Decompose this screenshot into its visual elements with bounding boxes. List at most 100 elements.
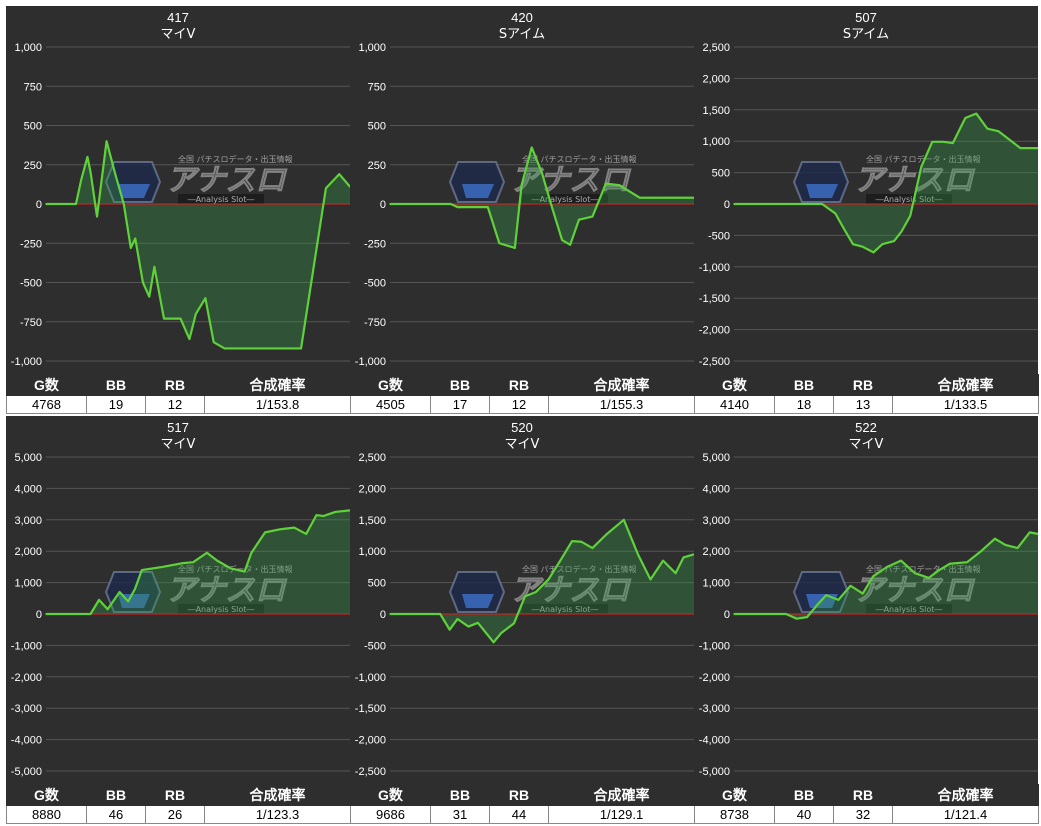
data-point bbox=[467, 625, 470, 628]
data-point bbox=[416, 203, 418, 205]
y-tick-label: 1,000 bbox=[702, 136, 730, 148]
rb-value: 12 bbox=[489, 395, 549, 414]
y-tick-label: -1,000 bbox=[355, 356, 386, 368]
rb-value: 32 bbox=[833, 805, 893, 824]
data-point bbox=[305, 533, 307, 535]
header-bb: BB bbox=[86, 374, 146, 396]
data-point bbox=[928, 577, 930, 579]
series-area bbox=[46, 510, 350, 614]
data-point bbox=[325, 187, 327, 190]
data-point bbox=[334, 511, 337, 513]
y-tick-label: -2,500 bbox=[699, 356, 730, 368]
watermark-brand: アナスロ bbox=[854, 163, 975, 198]
chart-svg: 517 マイV 5,000 4,000 3,000 2,000 1,000 0 -1,000 -2… bbox=[11, 420, 350, 778]
data-point bbox=[1037, 147, 1038, 149]
data-point bbox=[264, 531, 266, 534]
data-point bbox=[682, 556, 685, 559]
data-point bbox=[952, 142, 954, 144]
machine-number: 522 bbox=[855, 420, 877, 435]
data-point bbox=[605, 533, 608, 536]
data-point bbox=[250, 551, 253, 554]
y-tick-label: -500 bbox=[20, 278, 42, 290]
games-value: 4768 bbox=[6, 395, 87, 414]
data-point bbox=[291, 347, 293, 350]
data-point bbox=[784, 203, 787, 205]
header-games: G数 bbox=[6, 374, 87, 396]
y-tick-label: -3,000 bbox=[11, 703, 42, 715]
data-point bbox=[448, 628, 451, 631]
logo-facet bbox=[462, 184, 494, 198]
y-tick-label: 3,000 bbox=[14, 515, 42, 527]
y-tick-label: -2,000 bbox=[355, 735, 386, 747]
games-value: 8880 bbox=[6, 805, 87, 824]
data-point bbox=[843, 228, 845, 230]
data-point bbox=[547, 578, 550, 581]
y-tick-label: 250 bbox=[24, 160, 42, 172]
rate-value: 1/129.1 bbox=[548, 805, 695, 824]
y-tick-label: -750 bbox=[364, 317, 386, 329]
data-point bbox=[849, 584, 852, 587]
data-point bbox=[192, 561, 195, 563]
data-point bbox=[591, 215, 594, 218]
watermark-brand: アナスロ bbox=[166, 163, 287, 198]
data-point bbox=[693, 553, 694, 556]
series-line bbox=[734, 531, 1038, 620]
data-point bbox=[942, 141, 945, 143]
stats-table: G数 BB RB 合成確率 9686 31 44 1/129.1 bbox=[350, 784, 695, 824]
y-tick-label: 1,000 bbox=[358, 42, 386, 54]
y-tick-label: 1,000 bbox=[14, 578, 42, 590]
rate-value: 1/155.3 bbox=[548, 395, 695, 414]
rb-value: 12 bbox=[145, 395, 205, 414]
watermark-tagline: 全国 パチスロデータ・出玉情報 bbox=[522, 154, 637, 164]
header-bb: BB bbox=[430, 784, 490, 806]
chart-area: 522 マイV 5,000 4,000 3,000 2,000 1,000 0 -1,000 -2… bbox=[694, 416, 1038, 784]
rate-value: 1/121.4 bbox=[892, 805, 1039, 824]
series-points bbox=[45, 140, 350, 350]
data-point bbox=[649, 578, 652, 581]
y-tick-label: 0 bbox=[724, 199, 730, 211]
data-point bbox=[129, 247, 132, 249]
data-point bbox=[72, 613, 75, 615]
data-point bbox=[825, 594, 827, 596]
y-tick-label: -1,500 bbox=[699, 293, 730, 305]
data-point bbox=[872, 251, 875, 254]
rate-value: 1/123.3 bbox=[204, 805, 351, 824]
data-point bbox=[274, 347, 277, 350]
data-point bbox=[408, 613, 410, 615]
chart-svg: 522 マイV 5,000 4,000 3,000 2,000 1,000 0 -1,000 -2… bbox=[699, 420, 1038, 778]
data-point bbox=[428, 613, 431, 615]
games-value: 4505 bbox=[350, 395, 431, 414]
y-tick-label: -250 bbox=[20, 238, 42, 250]
data-point bbox=[886, 566, 888, 568]
y-tick-label: 1,000 bbox=[358, 546, 386, 558]
games-value: 9686 bbox=[350, 805, 431, 824]
y-tick-label: 0 bbox=[36, 199, 42, 211]
stats-table: G数 BB RB 合成確率 8880 46 26 1/123.3 bbox=[6, 784, 351, 824]
stats-value-row: 4768 19 12 1/153.8 bbox=[6, 395, 351, 414]
data-point bbox=[551, 206, 553, 208]
data-point bbox=[638, 196, 641, 199]
data-point bbox=[861, 245, 864, 248]
data-point bbox=[89, 613, 92, 615]
y-tick-label: -2,000 bbox=[11, 672, 42, 684]
y-tick-label: -1,000 bbox=[11, 356, 42, 368]
data-point bbox=[61, 203, 63, 205]
chart-svg: 520 マイV 2,500 2,000 1,500 1,000 500 0 -500 -1,000… bbox=[355, 420, 694, 778]
data-point bbox=[242, 347, 244, 350]
data-point bbox=[134, 588, 136, 590]
data-point bbox=[580, 540, 583, 543]
y-tick-label: -500 bbox=[364, 278, 386, 290]
data-point bbox=[322, 515, 325, 517]
data-point bbox=[618, 184, 621, 186]
series-points bbox=[733, 531, 1038, 620]
chart-svg: 417 マイV 1,000 750 500 250 0 -250 -500 -750 -1,000 全… bbox=[11, 10, 350, 368]
y-tick-label: -500 bbox=[364, 640, 386, 652]
rb-value: 26 bbox=[145, 805, 205, 824]
data-point bbox=[733, 613, 735, 615]
y-tick-label: -500 bbox=[708, 230, 730, 242]
y-tick-label: -1,000 bbox=[355, 672, 386, 684]
data-point bbox=[530, 146, 533, 149]
bb-value: 46 bbox=[86, 805, 146, 824]
header-rate: 合成確率 bbox=[548, 374, 695, 396]
data-point bbox=[986, 127, 989, 130]
